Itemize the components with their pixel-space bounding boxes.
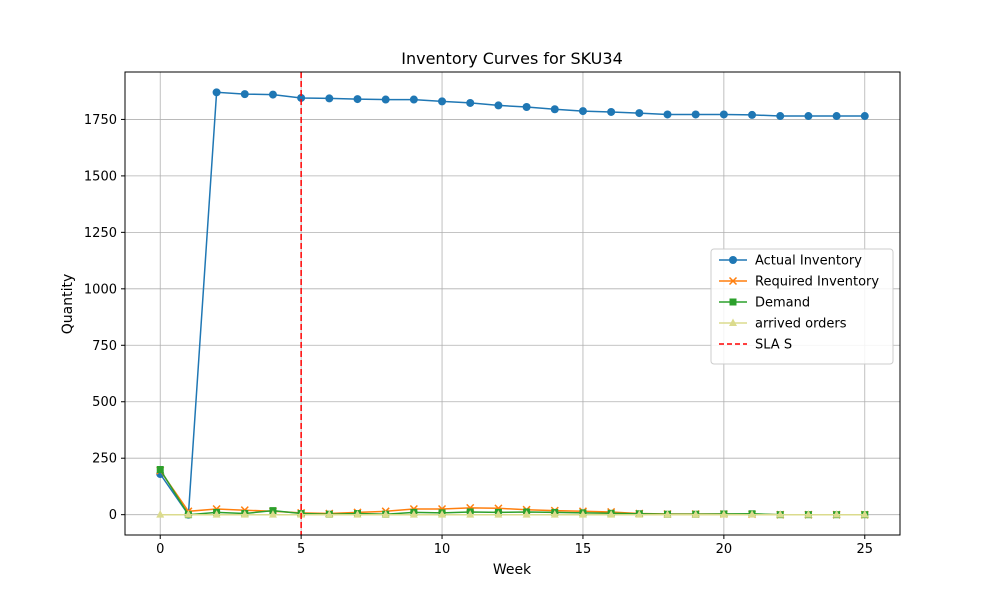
y-tick-label: 1250 — [84, 226, 117, 241]
data-point — [776, 510, 785, 518]
data-point — [466, 510, 475, 518]
data-point — [719, 110, 728, 119]
data-point — [804, 510, 813, 518]
data-point — [550, 105, 559, 114]
data-point — [550, 510, 559, 518]
data-point — [268, 90, 277, 99]
data-point — [494, 101, 503, 110]
y-tick-label: 1000 — [84, 282, 117, 297]
chart-title: Inventory Curves for SKU34 — [401, 49, 623, 68]
legend-label: Required Inventory — [755, 275, 879, 290]
data-point — [353, 95, 362, 104]
y-axis-label: Quantity — [60, 274, 76, 335]
y-tick-label: 1500 — [84, 169, 117, 184]
legend-marker — [729, 256, 737, 264]
data-point — [325, 94, 334, 103]
x-tick-label: 25 — [856, 542, 873, 557]
data-point — [438, 510, 447, 518]
data-point — [409, 510, 418, 518]
series-1 — [156, 466, 869, 519]
legend-entry: Demand — [719, 296, 810, 311]
data-point — [663, 510, 672, 518]
data-point — [607, 107, 616, 116]
data-point — [156, 510, 165, 518]
y-tick-label: 750 — [92, 339, 117, 354]
series-3 — [156, 510, 869, 518]
y-tick-label: 1750 — [84, 113, 117, 128]
legend-entry: Required Inventory — [719, 275, 879, 290]
data-point — [748, 510, 757, 518]
data-point — [860, 112, 869, 121]
data-point — [381, 510, 390, 518]
data-point — [776, 112, 785, 121]
data-point — [635, 510, 644, 518]
data-point — [748, 110, 757, 119]
legend-marker — [728, 276, 738, 286]
data-point — [212, 510, 221, 518]
data-point — [663, 110, 672, 119]
legend-entry: arrived orders — [719, 317, 847, 332]
y-tick-label: 500 — [92, 395, 117, 410]
data-point — [381, 95, 390, 104]
legend-entry: Actual Inventory — [719, 254, 862, 269]
x-tick-label: 10 — [434, 542, 451, 557]
legend-label: SLA S — [755, 338, 792, 353]
data-point — [240, 90, 249, 99]
plot-frame — [124, 71, 901, 536]
legend-entry: SLA S — [719, 338, 792, 353]
data-point — [353, 510, 362, 518]
data-point — [240, 510, 249, 518]
data-point — [156, 466, 164, 474]
data-point — [635, 109, 644, 118]
data-point — [184, 510, 193, 518]
y-tick-label: 250 — [92, 452, 117, 467]
x-tick-label: 20 — [716, 542, 733, 557]
data-point — [494, 510, 503, 518]
data-point — [804, 112, 813, 121]
legend-box — [710, 248, 894, 365]
data-point — [466, 98, 475, 107]
series-line — [159, 469, 865, 516]
data-point — [268, 510, 277, 518]
legend-marker — [729, 298, 737, 306]
x-tick-label: 5 — [297, 542, 305, 557]
legend: Actual Inventory Required Inventory Demand… — [710, 248, 894, 365]
legend-label: arrived orders — [755, 317, 847, 332]
data-point — [578, 510, 587, 518]
data-point — [860, 510, 869, 518]
x-tick-label: 0 — [156, 542, 164, 557]
x-tick-label: 15 — [575, 542, 592, 557]
data-point — [522, 510, 531, 518]
legend-label: Actual Inventory — [755, 254, 862, 269]
data-point — [719, 510, 728, 518]
data-point — [212, 88, 221, 97]
data-point — [832, 510, 841, 518]
series-line — [159, 91, 865, 517]
series-0 — [156, 88, 869, 519]
x-axis-label: Week — [493, 562, 532, 578]
series-layer — [156, 72, 869, 535]
data-point — [832, 112, 841, 121]
data-point — [691, 110, 700, 119]
legend-marker — [729, 318, 737, 326]
series-line — [159, 470, 865, 516]
data-point — [607, 510, 616, 518]
data-point — [691, 510, 700, 518]
data-point — [297, 93, 306, 102]
data-point — [325, 510, 334, 518]
data-point — [522, 103, 531, 112]
data-point — [578, 107, 587, 116]
y-tick-label: 0 — [109, 508, 117, 523]
data-point — [409, 95, 418, 104]
data-point — [438, 97, 447, 106]
legend-label: Demand — [755, 296, 810, 311]
